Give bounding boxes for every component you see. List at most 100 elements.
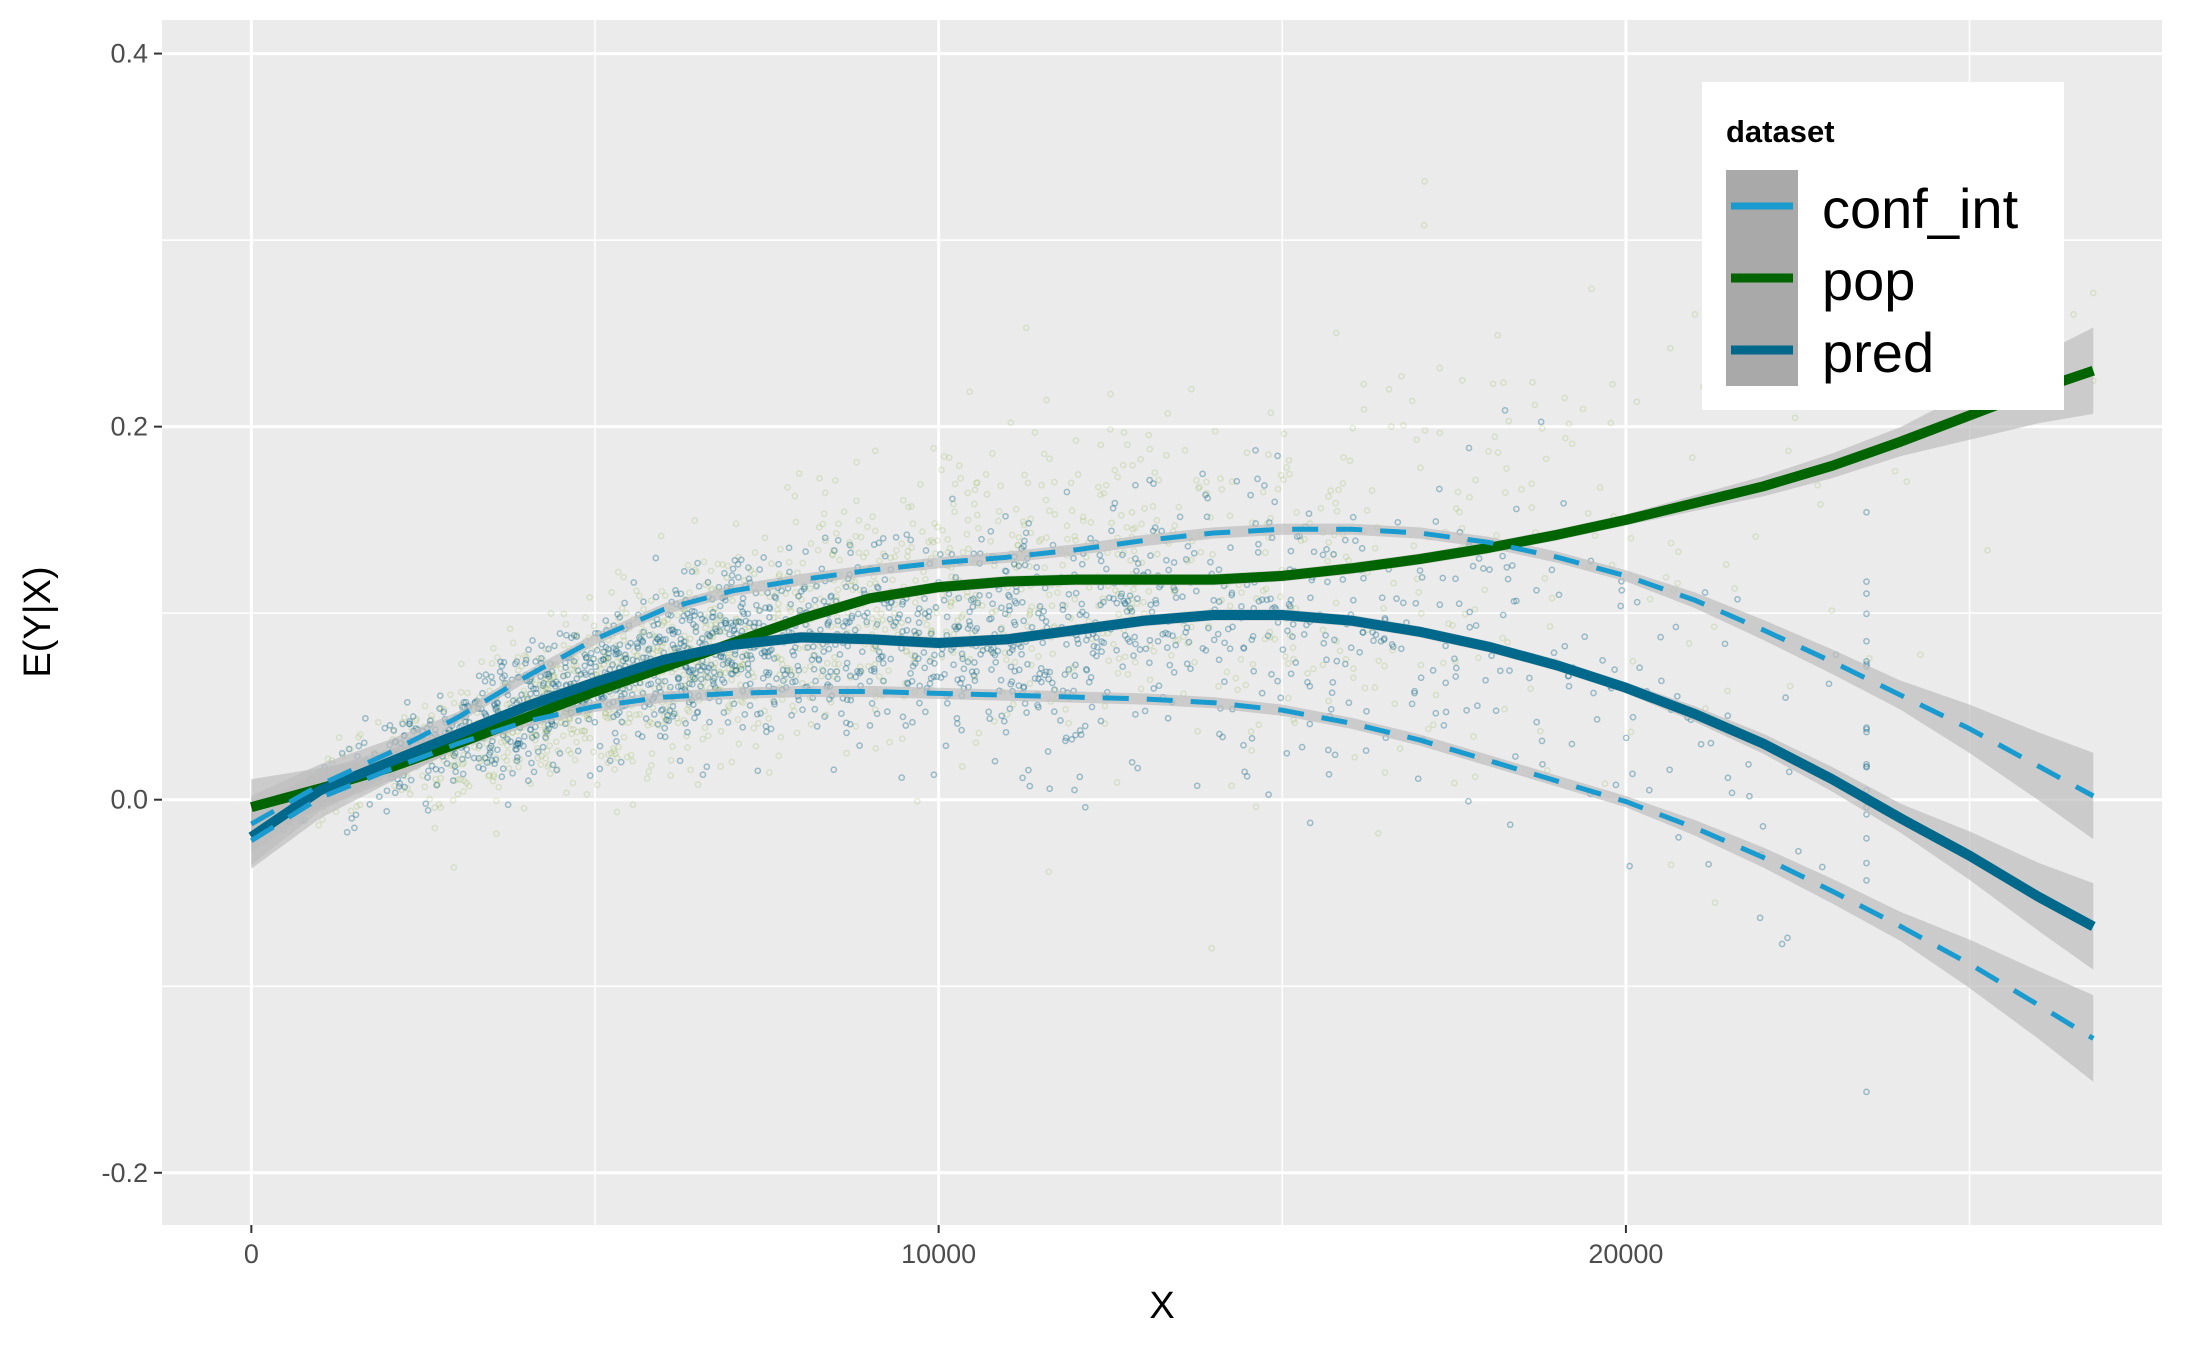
scatter-point: [1216, 730, 1223, 738]
scatter-point: [911, 627, 918, 635]
scatter-point: [997, 625, 1005, 633]
scatter-point: [694, 663, 702, 671]
scatter-point: [457, 776, 465, 783]
scatter-point: [666, 707, 674, 714]
scatter-point: [586, 772, 594, 779]
scatter-point: [1045, 675, 1052, 683]
scatter-point: [1103, 565, 1110, 573]
scatter-point: [705, 632, 713, 639]
scatter-point: [951, 480, 959, 488]
scatter-point: [572, 662, 580, 669]
scatter-point: [1667, 539, 1675, 547]
scatter-point: [537, 761, 545, 768]
scatter-point: [1863, 725, 1870, 733]
scatter-point: [911, 652, 919, 660]
scatter-point: [543, 747, 551, 755]
scatter-point: [716, 671, 724, 678]
scatter-point: [722, 669, 729, 677]
scatter-point: [678, 617, 686, 625]
scatter-point: [751, 549, 759, 556]
scatter-point: [704, 674, 712, 681]
scatter-point: [398, 786, 406, 794]
scatter-point: [509, 697, 517, 704]
scatter-point: [1031, 675, 1039, 682]
scatter-point: [398, 719, 406, 726]
scatter-point: [625, 655, 632, 663]
scatter-point: [729, 565, 737, 573]
scatter-point: [1045, 868, 1053, 876]
scatter-point: [1324, 746, 1332, 754]
scatter-point: [654, 677, 662, 685]
scatter-point: [805, 602, 812, 610]
scatter-point: [875, 557, 883, 565]
scatter-point: [711, 660, 719, 667]
scatter-point: [1203, 513, 1211, 521]
scatter-point: [602, 643, 610, 651]
scatter-point: [1360, 405, 1368, 413]
scatter-point: [704, 579, 712, 586]
scatter-point: [763, 728, 770, 736]
scatter-point: [1262, 549, 1269, 556]
scatter-point: [1274, 677, 1281, 685]
scatter-point: [1414, 775, 1422, 783]
scatter-point: [612, 642, 620, 650]
scatter-point: [829, 551, 836, 559]
scatter-point: [1284, 660, 1292, 667]
scatter-point: [1071, 786, 1078, 794]
scatter-point: [662, 636, 669, 643]
scatter-point: [682, 682, 690, 690]
scatter-point: [658, 642, 666, 650]
x-tick-label: 10000: [901, 1239, 976, 1269]
scatter-point: [1234, 686, 1242, 694]
scatter-point: [824, 621, 832, 629]
scatter-point: [701, 624, 709, 632]
scatter-point: [1306, 819, 1314, 827]
scatter-point: [629, 656, 637, 664]
scatter-point: [520, 687, 528, 695]
scatter-point: [1458, 377, 1466, 384]
scatter-point: [1229, 623, 1236, 631]
scatter-point: [925, 538, 933, 546]
scatter-point: [1331, 751, 1339, 759]
scatter-point: [1253, 595, 1260, 602]
scatter-point: [1301, 535, 1308, 543]
scatter-point: [872, 745, 880, 752]
scatter-point: [490, 644, 497, 652]
scatter-point: [462, 718, 470, 725]
scatter-point: [987, 528, 995, 535]
scatter-point: [460, 759, 468, 767]
scatter-point: [709, 633, 717, 641]
scatter-point: [973, 625, 981, 632]
scatter-point: [513, 745, 520, 753]
scatter-point: [870, 665, 878, 673]
scatter-point: [741, 711, 749, 718]
scatter-point: [931, 651, 938, 659]
scatter-point: [1267, 595, 1274, 603]
scatter-point: [1002, 728, 1010, 736]
scatter-point: [1320, 639, 1328, 647]
scatter-point: [424, 774, 431, 781]
scatter-point: [1109, 504, 1117, 512]
scatter-point: [831, 673, 839, 681]
scatter-point: [716, 628, 724, 635]
scatter-point: [869, 645, 877, 652]
scatter-point: [1082, 553, 1090, 561]
scatter-point: [1471, 773, 1479, 781]
scatter-point: [883, 708, 891, 715]
scatter-point: [1277, 471, 1285, 479]
scatter-point: [726, 704, 733, 712]
scatter-point: [620, 637, 628, 644]
scatter-point: [1252, 446, 1259, 454]
scatter-point: [1381, 662, 1388, 670]
scatter-point: [639, 637, 646, 645]
scatter-point: [688, 680, 696, 688]
scatter-point: [909, 718, 916, 726]
scatter-point: [1001, 610, 1009, 618]
scatter-point: [622, 655, 630, 662]
scatter-point: [1164, 630, 1172, 638]
scatter-point: [701, 663, 708, 671]
scatter-point: [630, 685, 638, 693]
scatter-point: [754, 720, 762, 727]
scatter-point: [1126, 604, 1134, 612]
scatter-point: [531, 731, 539, 739]
